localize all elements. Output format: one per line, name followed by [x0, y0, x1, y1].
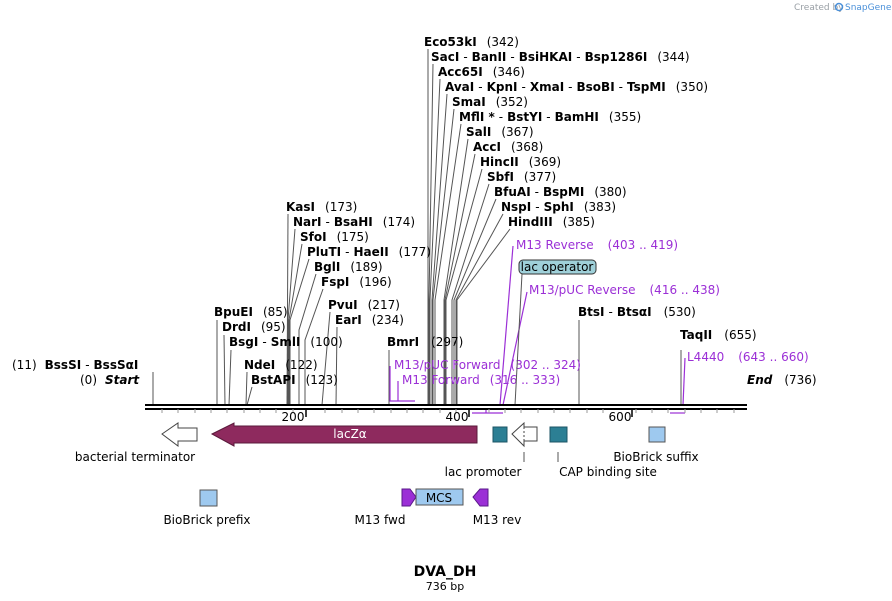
m13-fwd-primer[interactable]: M13 fwd [355, 488, 417, 527]
site-label[interactable]: HincII (369) [480, 155, 561, 169]
site-label[interactable]: SalI (367) [466, 125, 534, 139]
snapgene-logo-icon [834, 2, 844, 12]
tick-label: 600 [609, 410, 632, 424]
site-label[interactable]: SacI - BanII - BsiHKAI - Bsp1286I (344) [431, 50, 690, 64]
map-title: DVA_DH [414, 564, 477, 580]
end-label: End (736) [747, 373, 817, 387]
mcs-label: MCS [426, 491, 452, 505]
site-label[interactable]: EarI (234) [335, 313, 404, 327]
lac-promoter-label: lac promoter [445, 465, 522, 479]
primer-label[interactable]: M13/pUC Reverse (416 .. 438) [529, 283, 720, 297]
m13-rev-primer[interactable]: M13 rev [472, 488, 522, 527]
biobrick-prefix[interactable]: BioBrick prefix [163, 489, 251, 527]
primer-label[interactable]: L4440 (643 .. 660) [687, 350, 809, 364]
mcs-feature[interactable]: MCS [415, 488, 464, 506]
map-length: 736 bp [426, 580, 464, 593]
site-label[interactable]: Eco53kI (342) [424, 35, 519, 49]
site-label[interactable]: BstAPI (123) [251, 373, 338, 387]
lac-operator[interactable]: lac operator [514, 259, 597, 406]
site-label[interactable]: MflI * - BstYI - BamHI (355) [459, 110, 641, 124]
biobrick-prefix-label: BioBrick prefix [163, 513, 250, 527]
site-label[interactable]: SbfI (377) [487, 170, 556, 184]
site-label[interactable]: PluTI - HaeII (177) [307, 245, 431, 259]
site-label[interactable]: HindIII (385) [508, 215, 595, 229]
site-label[interactable]: AvaI - KpnI - XmaI - BsoBI - TspMI (350) [445, 80, 708, 94]
site-label[interactable]: (11) BssSI - BssSαI [12, 358, 138, 372]
restriction-sites: Eco53kI (342) SacI - BanII - BsiHKAI - Bsp1286I… [12, 35, 757, 387]
site-label[interactable]: SfoI (175) [300, 230, 369, 244]
credit-text: Created by [794, 3, 844, 13]
primer-label[interactable]: M13/pUC Forward (302 .. 324) [394, 358, 581, 372]
teal-feature[interactable] [492, 426, 508, 443]
site-label[interactable]: BglI (189) [314, 260, 383, 274]
lacza-label: lacZα [333, 427, 367, 441]
lac-promoter[interactable]: lac promoter [445, 421, 538, 479]
site-label[interactable]: NarI - BsaHI (174) [293, 215, 415, 229]
site-leaders [152, 49, 682, 406]
bacterial-terminator-label: bacterial terminator [75, 450, 195, 464]
cap-site-label: CAP binding site [559, 465, 657, 479]
cap-binding-site[interactable]: CAP binding site [549, 426, 657, 479]
brand-text: SnapGene [845, 3, 892, 13]
start-label: (0) Start [80, 373, 140, 387]
primer-label[interactable]: M13 Reverse (403 .. 419) [516, 238, 678, 252]
site-label[interactable]: BfuAI - BspMI (380) [494, 185, 627, 199]
lacza-feature[interactable]: lacZα [210, 422, 478, 447]
bacterial-terminator[interactable]: bacterial terminator [75, 422, 198, 464]
sequence-backbone: 200 400 600 [145, 404, 747, 424]
site-label[interactable]: PvuI (217) [328, 298, 400, 312]
primer-label[interactable]: M13 Forward (316 .. 333) [402, 373, 560, 387]
lac-operator-label: lac operator [521, 260, 594, 274]
site-label[interactable]: DrdI (95) [222, 320, 286, 334]
tick-label: 400 [446, 410, 469, 424]
m13-rev-label: M13 rev [473, 513, 522, 527]
site-label[interactable]: TaqII (655) [680, 328, 757, 342]
site-label[interactable]: SmaI (352) [452, 95, 528, 109]
site-label[interactable]: BtsI - BtsαI (530) [578, 305, 696, 319]
m13-fwd-label: M13 fwd [355, 513, 406, 527]
biobrick-suffix-label: BioBrick suffix [613, 450, 698, 464]
tick-label: 200 [282, 410, 305, 424]
site-label[interactable]: BsgI - SmlI (100) [229, 335, 343, 349]
site-label[interactable]: AccI (368) [473, 140, 543, 154]
site-label[interactable]: FspI (196) [321, 275, 392, 289]
biobrick-suffix[interactable]: BioBrick suffix [613, 426, 699, 464]
site-label[interactable]: KasI (173) [286, 200, 357, 214]
site-label[interactable]: NspI - SphI (383) [501, 200, 616, 214]
site-label[interactable]: BmrI (297) [387, 335, 463, 349]
site-label[interactable]: NdeI (122) [244, 358, 318, 372]
primers: M13 Reverse (403 .. 419) M13/pUC Reverse(… [389, 238, 809, 414]
site-label[interactable]: BpuEI (85) [214, 305, 288, 319]
site-label[interactable]: Acc65I (346) [438, 65, 525, 79]
